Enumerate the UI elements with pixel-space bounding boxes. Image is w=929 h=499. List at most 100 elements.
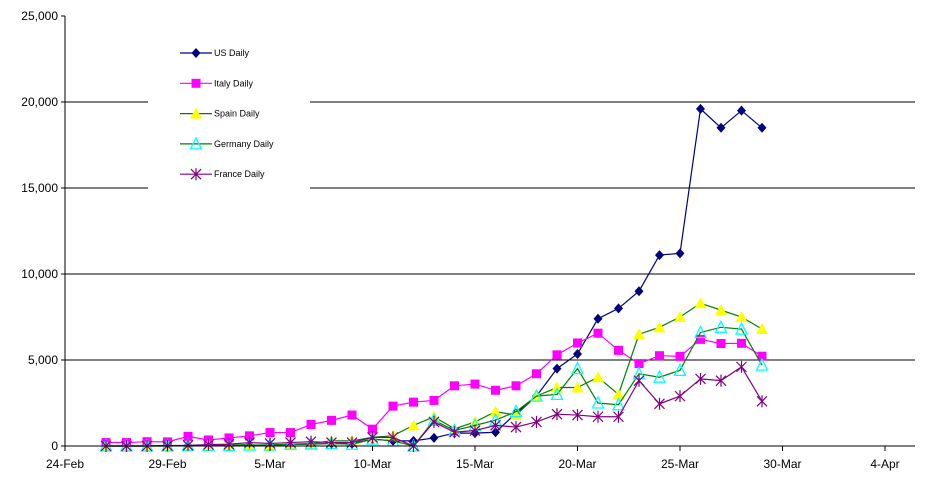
x-tick-label: 4-Apr [870, 457, 899, 471]
data-point [510, 421, 522, 434]
data-point [387, 431, 399, 444]
data-point [409, 397, 418, 407]
data-point [224, 433, 234, 443]
data-point [755, 357, 769, 371]
data-point [734, 321, 749, 335]
data-point [735, 311, 748, 322]
legend-label: Spain Daily [214, 109, 260, 119]
data-point [183, 431, 193, 441]
data-point [368, 424, 377, 434]
legend-label: US Daily [214, 48, 250, 58]
data-point [490, 419, 501, 432]
y-tick-label: 5,000 [28, 353, 58, 367]
data-point [489, 405, 502, 417]
data-point [611, 397, 626, 411]
legend-item-italy-daily: Italy Daily [180, 78, 254, 88]
y-tick-label: 15,000 [21, 181, 58, 195]
data-point [674, 390, 686, 403]
x-tick-label: 10-Mar [353, 457, 391, 471]
data-point [245, 431, 254, 441]
data-point [716, 122, 726, 133]
x-tick-label: 15-Mar [456, 457, 494, 471]
data-point [652, 369, 667, 383]
data-point [304, 436, 318, 450]
legend-marker [191, 78, 201, 88]
data-point [450, 381, 459, 391]
data-point [655, 250, 664, 261]
data-point [327, 415, 336, 425]
legend-item-france-daily: France Daily [180, 168, 265, 181]
data-point [345, 436, 359, 450]
data-point [573, 338, 582, 348]
data-point [529, 388, 544, 402]
data-point [592, 371, 604, 383]
data-point [407, 419, 420, 431]
data-point [654, 397, 665, 410]
data-point [347, 410, 357, 420]
data-point [696, 103, 705, 114]
data-point [367, 431, 378, 444]
series-italy-daily [101, 328, 767, 448]
data-point [570, 361, 585, 375]
data-point [428, 415, 440, 428]
data-point [613, 410, 624, 423]
data-point [591, 395, 605, 409]
data-point [675, 248, 685, 259]
data-point [737, 338, 746, 348]
data-point [592, 410, 604, 423]
data-point [551, 408, 563, 421]
legend-marker [191, 48, 201, 58]
data-point [593, 328, 603, 338]
legend-marker [190, 107, 202, 119]
data-point [572, 409, 583, 422]
data-point [673, 362, 687, 376]
data-point [552, 350, 562, 360]
data-point [509, 404, 523, 418]
data-point [491, 385, 500, 395]
legend-box [148, 30, 310, 190]
legend-label: France Daily [214, 169, 265, 179]
data-point [694, 297, 707, 309]
data-point [737, 105, 746, 116]
data-point [511, 381, 521, 391]
x-tick-label: 25-Mar [661, 457, 699, 471]
x-tick-label: 5-Mar [254, 457, 285, 471]
legend-label: Germany Daily [214, 139, 274, 149]
y-tick-label: 10,000 [21, 267, 58, 281]
legend: US Daily Italy Daily Spain Daily Germany Da… [148, 30, 310, 190]
data-point [614, 345, 623, 355]
data-point [469, 424, 481, 437]
data-point [756, 395, 768, 408]
data-point [552, 363, 562, 374]
y-tick-label: 0 [51, 439, 58, 453]
series-line [106, 326, 763, 447]
axes: 0 5,000 10,000 15,000 20,000 25,000 24-Feb 29-F… [21, 9, 915, 471]
data-point [715, 304, 727, 316]
data-point [203, 438, 214, 451]
data-point [674, 311, 686, 322]
data-point [757, 351, 767, 361]
x-tick-label: 24-Feb [46, 457, 84, 471]
data-point [306, 420, 316, 429]
data-point [634, 286, 644, 297]
data-point [510, 409, 522, 421]
data-point [470, 379, 480, 389]
data-point [614, 303, 623, 314]
data-point [612, 388, 625, 400]
data-point [634, 359, 644, 369]
data-point [756, 323, 768, 335]
series-germany-daily [99, 319, 769, 452]
legend-marker [190, 168, 202, 181]
x-tick-label: 20-Mar [558, 457, 596, 471]
data-point [449, 426, 460, 439]
data-point [757, 122, 767, 133]
data-point [532, 369, 541, 379]
data-point [593, 313, 603, 324]
legend-label: Italy Daily [214, 78, 254, 88]
data-point [675, 351, 685, 361]
data-point [695, 372, 706, 385]
legend-item-us-daily: US Daily [180, 48, 250, 58]
legend-item-germany-daily: Germany Daily [180, 136, 274, 150]
data-point [653, 321, 666, 333]
